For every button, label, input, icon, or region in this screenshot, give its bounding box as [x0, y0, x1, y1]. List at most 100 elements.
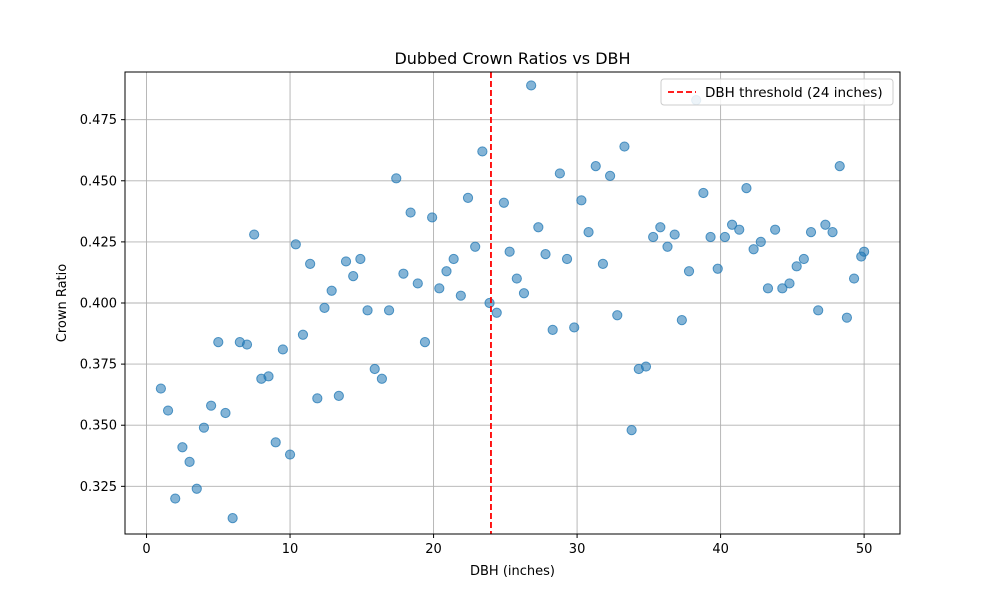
- y-tick-label: 0.475: [80, 113, 117, 128]
- scatter-point: [705, 231, 716, 243]
- scatter-point: [249, 229, 260, 240]
- scatter-point: [319, 302, 330, 313]
- chart-title: Dubbed Crown Ratios vs DBH: [394, 49, 630, 68]
- scatter-point: [333, 390, 344, 401]
- scatter-point: [841, 312, 852, 323]
- scatter-point: [655, 222, 666, 233]
- scatter-point: [206, 400, 217, 411]
- scatter-point: [162, 405, 174, 416]
- scatter-point: [777, 283, 788, 294]
- scatter-point: [813, 305, 824, 316]
- scatter-point: [383, 305, 395, 316]
- scatter-point: [561, 253, 573, 265]
- scatter-point: [198, 422, 210, 433]
- scatter-point: [726, 219, 738, 230]
- x-axis-title: DBH (inches): [470, 564, 555, 579]
- scatter-point: [213, 337, 224, 348]
- x-tick-label: 50: [856, 542, 873, 557]
- scatter-point: [348, 271, 359, 282]
- scatter-point: [412, 278, 423, 289]
- scatter-point: [518, 288, 530, 299]
- scatter-point: [590, 161, 601, 172]
- scatter-point: [448, 253, 459, 265]
- scatter-point: [669, 229, 680, 240]
- scatter-point: [734, 224, 745, 235]
- scatter-point: [405, 207, 416, 218]
- scatter-point: [391, 173, 402, 184]
- y-tick-label: 0.400: [80, 297, 117, 312]
- scatter-point: [511, 273, 522, 284]
- scatter-point: [612, 310, 623, 321]
- scatter-point: [583, 227, 594, 238]
- scatter-point: [820, 219, 831, 230]
- y-tick-label: 0.350: [80, 419, 117, 434]
- scatter-point: [748, 244, 759, 255]
- scatter-point: [427, 212, 438, 223]
- grid: [125, 72, 900, 534]
- scatter-point: [848, 273, 860, 284]
- scatter-point: [220, 407, 231, 419]
- scatter-point: [526, 80, 537, 91]
- x-tick-label: 0: [142, 542, 150, 557]
- scatter-point: [491, 307, 502, 318]
- legend: DBH threshold (24 inches): [660, 78, 894, 106]
- scatter-point: [470, 241, 481, 252]
- scatter-point: [569, 322, 580, 333]
- scatter-point: [576, 195, 587, 206]
- scatter-point: [177, 442, 188, 453]
- scatter-point: [676, 315, 687, 326]
- scatter-point: [441, 266, 452, 277]
- scatter-point: [859, 246, 870, 257]
- scatter-point: [683, 266, 695, 277]
- scatter-point: [712, 263, 723, 274]
- scatter-point: [554, 168, 565, 179]
- scatter-point: [305, 258, 316, 269]
- scatter-point: [698, 187, 709, 199]
- axis-ticks: 0 10 20 30 40 50 0.325 0.350 0.375 0.400 0.425 0.45…: [80, 113, 873, 557]
- scatter-point: [184, 456, 195, 467]
- scatter-point: [805, 227, 817, 238]
- scatter-point: [419, 337, 431, 348]
- legend-label-threshold: DBH threshold (24 inches): [705, 85, 883, 101]
- scatter-point: [604, 170, 616, 181]
- scatter-point: [312, 393, 323, 404]
- scatter-point: [770, 224, 781, 235]
- x-tick-label: 30: [569, 542, 586, 557]
- scatter-point: [398, 268, 409, 279]
- scatter-point: [462, 192, 474, 203]
- scatter-point: [834, 161, 845, 172]
- scatter-point: [798, 253, 809, 265]
- scatter-point: [362, 305, 373, 316]
- scatter-point: [290, 239, 301, 250]
- scatter-point: [626, 425, 637, 436]
- scatter-point: [547, 324, 558, 335]
- scatter-point: [597, 258, 609, 269]
- scatter-point: [227, 513, 238, 524]
- scatter-point: [504, 246, 515, 257]
- data-points: [155, 80, 870, 524]
- scatter-point: [326, 285, 337, 296]
- scatter-point: [755, 236, 766, 247]
- scatter-point: [355, 253, 366, 265]
- scatter-point: [284, 449, 296, 460]
- scatter-point: [791, 261, 802, 272]
- scatter-point: [434, 283, 445, 294]
- scatter-point: [263, 371, 274, 382]
- x-tick-label: 20: [425, 542, 442, 557]
- y-axis-title: Crown Ratio: [55, 264, 70, 343]
- scatter-point: [784, 278, 795, 289]
- scatter-point: [662, 241, 673, 252]
- scatter-point: [191, 483, 202, 494]
- scatter-point: [648, 231, 659, 243]
- x-tick-label: 10: [282, 542, 299, 557]
- y-tick-label: 0.425: [80, 235, 117, 250]
- scatter-point: [741, 183, 752, 194]
- scatter-point: [369, 363, 380, 375]
- scatter-point: [533, 222, 544, 233]
- scatter-point: [455, 290, 466, 301]
- scatter-point: [376, 373, 387, 384]
- legend-box: [660, 78, 894, 106]
- scatter-point: [277, 344, 288, 355]
- scatter-point: [540, 249, 551, 260]
